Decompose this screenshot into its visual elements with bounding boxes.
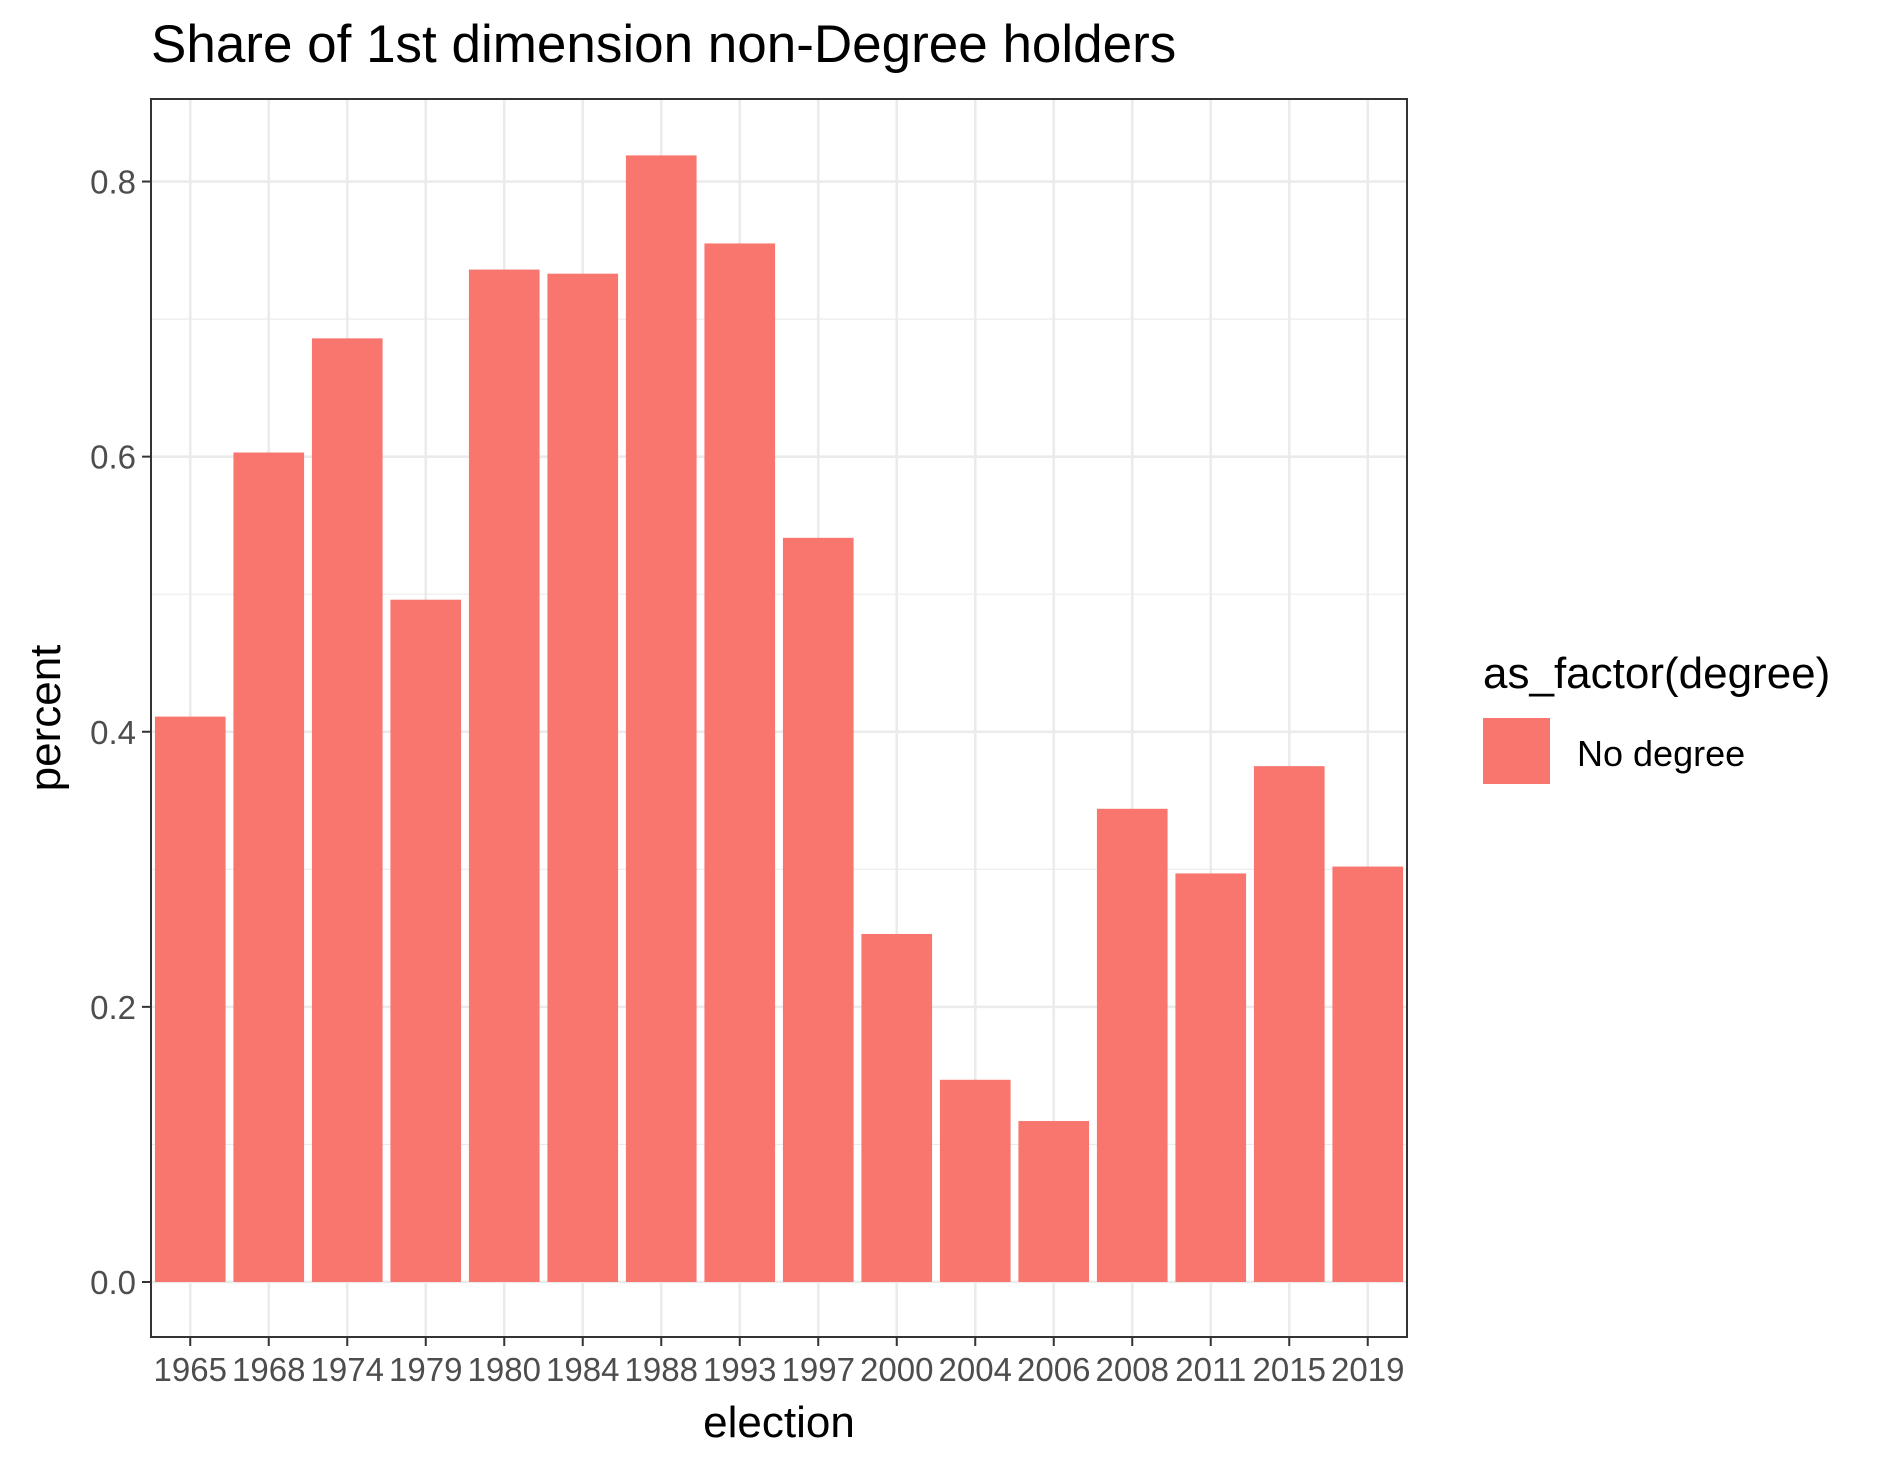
panel-border (150, 98, 1408, 1338)
chart-title: Share of 1st dimension non-Degree holder… (151, 15, 1176, 74)
x-tick-label: 2004 (939, 1351, 1012, 1388)
legend-title: as_factor(degree) (1483, 649, 1830, 698)
x-tick-label: 1993 (703, 1351, 776, 1388)
x-tick-label: 1979 (389, 1351, 462, 1388)
bar-2004 (939, 1079, 1011, 1282)
x-tick-label: 1974 (311, 1351, 384, 1388)
bar-2006 (1018, 1121, 1090, 1282)
legend-swatch-no-degree (1483, 718, 1550, 784)
x-axis-title: election (703, 1398, 855, 1447)
x-tick-label: 2019 (1331, 1351, 1404, 1388)
y-axis: 0.0 0.2 0.4 0.6 0.8 (90, 164, 151, 1301)
bar-2015 (1253, 766, 1325, 1282)
bars (154, 155, 1404, 1282)
bar-1984 (547, 273, 619, 1282)
bar-2019 (1332, 866, 1404, 1282)
bar-1968 (233, 452, 305, 1282)
bar-1979 (390, 599, 462, 1282)
bar-2011 (1175, 873, 1247, 1282)
y-tick-label: 0.6 (90, 439, 136, 476)
x-axis: 1965 1968 1974 1979 1980 1984 1988 1993 1997 2000… (154, 1337, 1404, 1388)
legend: as_factor(degree) No degree (1483, 649, 1830, 784)
x-tick-label: 1997 (782, 1351, 855, 1388)
x-tick-label: 1988 (625, 1351, 698, 1388)
bar-1993 (704, 243, 776, 1282)
bar-1965 (154, 716, 226, 1282)
y-tick-label: 0.0 (90, 1264, 136, 1301)
bar-2008 (1096, 808, 1168, 1282)
bar-1974 (311, 338, 383, 1282)
x-tick-label: 1980 (468, 1351, 541, 1388)
x-tick-label: 2008 (1096, 1351, 1169, 1388)
x-tick-label: 1965 (154, 1351, 227, 1388)
bar-2000 (861, 933, 933, 1282)
bar-1988 (625, 155, 697, 1282)
x-tick-label: 1968 (232, 1351, 305, 1388)
x-tick-label: 2011 (1175, 1351, 1246, 1388)
x-tick-label: 2015 (1253, 1351, 1326, 1388)
bar-1980 (468, 269, 540, 1282)
bar-1997 (782, 537, 854, 1282)
y-axis-title: percent (21, 645, 70, 792)
legend-label-no-degree: No degree (1577, 733, 1745, 774)
y-tick-label: 0.4 (90, 714, 136, 751)
x-tick-label: 2000 (860, 1351, 933, 1388)
x-tick-label: 1984 (546, 1351, 619, 1388)
y-tick-label: 0.2 (90, 989, 136, 1026)
x-tick-label: 2006 (1017, 1351, 1090, 1388)
y-tick-label: 0.8 (90, 164, 136, 201)
